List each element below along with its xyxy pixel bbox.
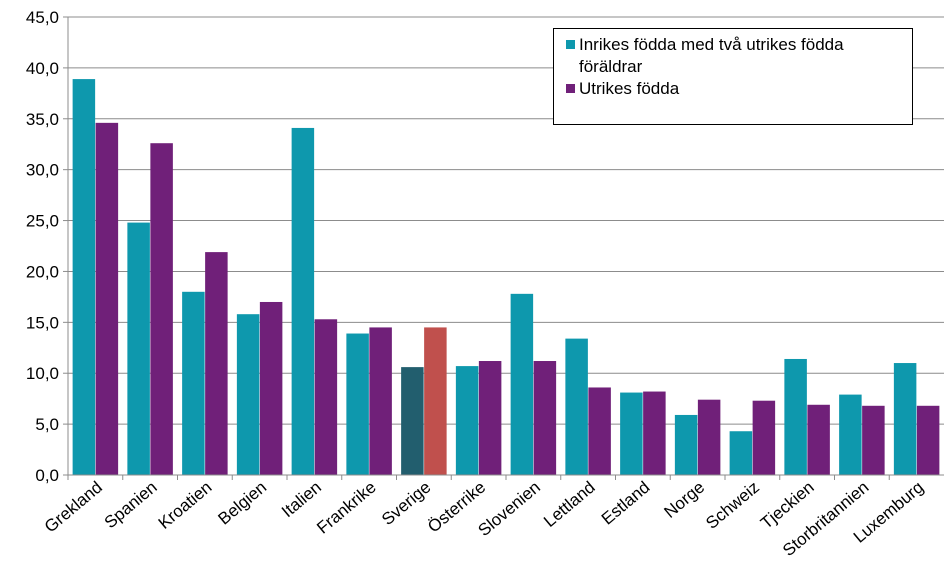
bar-österrike-series-2: [478, 361, 502, 475]
bar-lettland-series-2: [588, 387, 611, 475]
bar-storbritannien-series-2: [862, 405, 885, 475]
bar-spanien-series-2: [150, 143, 173, 475]
bar-sverige-series-1: [401, 367, 424, 475]
bar-kroatien-series-2: [205, 252, 228, 475]
y-tick-label: 45,0: [26, 8, 59, 27]
y-tick-label: 25,0: [26, 212, 59, 231]
y-tick-label: 30,0: [26, 161, 59, 180]
bar-frankrike-series-1: [346, 333, 369, 475]
bar-tjeckien-series-1: [784, 358, 807, 475]
legend-label-series-1-line-2: föräldrar: [579, 57, 643, 76]
legend: Inrikes födda med två utrikes födda förä…: [553, 28, 913, 125]
legend-label-series-2: Utrikes födda: [579, 79, 680, 98]
x-tick-label: Lettland: [540, 478, 599, 531]
bar-sverige-series-2: [424, 327, 447, 475]
bar-storbritannien-series-1: [839, 394, 862, 475]
y-tick-label: 10,0: [26, 364, 59, 383]
legend-swatch-series-2: [566, 84, 575, 93]
bar-norge-series-1: [674, 414, 698, 475]
x-tick-label: Estland: [598, 478, 654, 529]
bar-slovenien-series-1: [510, 293, 534, 475]
x-tick-label: Kroatien: [155, 478, 216, 533]
bar-slovenien-series-2: [533, 361, 557, 475]
x-tick-label: Schweiz: [702, 478, 763, 533]
legend-label-series-1-line-1: Inrikes födda med två utrikes födda: [579, 35, 844, 54]
x-tick-label: Norge: [661, 478, 709, 522]
bar-luxemburg-series-2: [916, 405, 940, 475]
bar-schweiz-series-1: [729, 431, 753, 475]
y-axis-ticks: 0,0 5,0 10,0 15,0 20,0 25,0 30,0 35,0 40,0 45,0: [26, 8, 68, 485]
x-tick-label: Italien: [278, 478, 325, 522]
bar-kroatien-series-1: [182, 291, 205, 475]
bar-belgien-series-2: [259, 301, 283, 475]
bar-belgien-series-1: [236, 314, 260, 475]
x-tick-label: Slovenien: [475, 478, 544, 541]
x-tick-label: Spanien: [101, 478, 161, 533]
y-tick-label: 40,0: [26, 59, 59, 78]
y-tick-label: 0,0: [35, 466, 59, 485]
bar-spanien-series-1: [127, 222, 150, 475]
x-tick-label: Belgien: [215, 478, 271, 529]
bar-grekland-series-2: [95, 122, 119, 476]
bar-tjeckien-series-2: [807, 404, 830, 475]
bar-lettland-series-1: [565, 338, 588, 475]
bar-italien-series-2: [314, 319, 338, 475]
y-tick-label: 5,0: [35, 415, 59, 434]
bar-norge-series-2: [697, 399, 721, 475]
y-tick-label: 15,0: [26, 313, 59, 332]
bar-estland-series-1: [620, 392, 643, 475]
y-tick-label: 20,0: [26, 262, 59, 281]
bar-italien-series-1: [291, 127, 315, 475]
bar-grekland-series-1: [72, 79, 96, 475]
x-tick-label: Grekland: [41, 478, 106, 537]
legend-swatch-series-1: [566, 40, 575, 49]
x-tick-label: Frankrike: [313, 478, 379, 538]
bar-frankrike-series-2: [369, 327, 392, 475]
bar-österrike-series-1: [455, 366, 479, 475]
bars: [72, 79, 940, 476]
bar-schweiz-series-2: [752, 400, 776, 475]
bar-estland-series-2: [643, 391, 666, 475]
y-tick-label: 35,0: [26, 110, 59, 129]
bar-luxemburg-series-1: [893, 363, 917, 475]
